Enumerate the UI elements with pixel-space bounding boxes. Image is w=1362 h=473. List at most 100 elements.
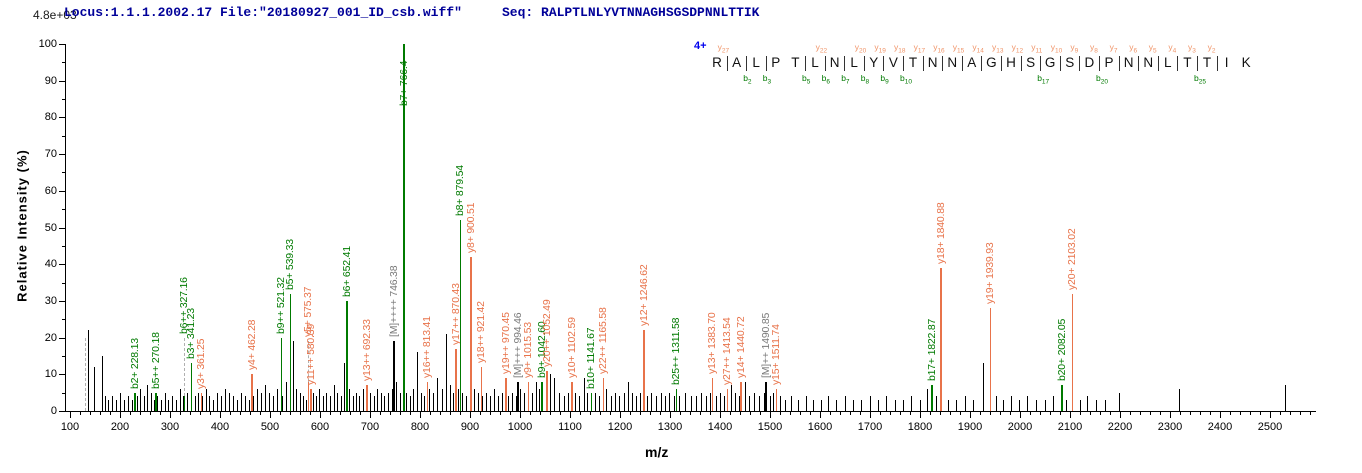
noise-peak xyxy=(253,396,254,411)
y-ion-label: y3 xyxy=(1188,42,1196,55)
noise-peak xyxy=(563,396,565,411)
residue-letter: N xyxy=(829,55,840,70)
y-ion-label: y14 xyxy=(972,42,984,55)
residue-letter: A xyxy=(732,55,742,70)
noise-peak xyxy=(265,385,266,411)
b-ion-label: b2 xyxy=(743,73,752,86)
noise-peak xyxy=(515,396,517,411)
labeled-peak xyxy=(346,300,348,411)
x-tick xyxy=(1220,412,1221,418)
noise-peak xyxy=(337,392,338,411)
noise-peak xyxy=(143,396,145,411)
noise-peak xyxy=(233,396,234,411)
noise-peak xyxy=(112,396,113,411)
y-tick xyxy=(62,135,65,137)
x-tick xyxy=(70,412,71,418)
residue-letter: D xyxy=(1084,55,1095,70)
noise-peak xyxy=(579,396,580,411)
x-tick xyxy=(90,412,91,415)
y-tick xyxy=(59,300,65,302)
noise-peak xyxy=(355,392,357,411)
noise-peak xyxy=(615,392,616,411)
y-tick xyxy=(59,80,65,82)
x-tick xyxy=(1200,412,1201,415)
x-tick xyxy=(120,412,121,418)
noise-peak xyxy=(490,396,491,411)
y-tick xyxy=(62,172,65,174)
x-tick-label: 1000 xyxy=(507,421,533,433)
labeled-peak xyxy=(289,293,292,411)
labeled-peak xyxy=(155,392,157,411)
noise-peak xyxy=(860,399,862,411)
labeled-peak xyxy=(1061,385,1063,411)
dashed-peak-extension xyxy=(183,337,185,397)
x-tick xyxy=(830,412,831,415)
noise-peak xyxy=(93,366,95,411)
x-tick xyxy=(160,412,161,415)
noise-peak xyxy=(995,396,997,411)
residue-letter: T xyxy=(908,55,918,70)
x-tick xyxy=(960,412,961,415)
x-tick xyxy=(990,412,991,415)
noise-peak xyxy=(176,399,177,411)
noise-peak xyxy=(508,396,509,411)
x-tick xyxy=(290,412,291,415)
x-tick xyxy=(100,412,101,415)
x-tick xyxy=(1070,412,1071,418)
noise-peak xyxy=(120,392,121,411)
cleavage-mark xyxy=(824,56,826,71)
x-tick-label: 1900 xyxy=(957,421,983,433)
y-tick xyxy=(59,337,65,339)
labeled-peak xyxy=(280,337,283,411)
precursor-charge-label: 4+ xyxy=(694,40,707,52)
y-ion-label: y19 xyxy=(874,42,886,55)
x-tick-label: 2400 xyxy=(1207,421,1233,433)
x-tick-label: 1200 xyxy=(607,421,633,433)
labeled-peak xyxy=(366,385,368,411)
x-tick xyxy=(810,412,811,415)
x-tick xyxy=(860,412,861,415)
x-tick xyxy=(200,412,201,415)
noise-peak xyxy=(673,396,675,411)
cleavage-mark xyxy=(726,56,728,71)
noise-peak xyxy=(669,392,670,411)
noise-peak xyxy=(1003,399,1004,411)
cleavage-mark xyxy=(922,56,924,71)
noise-peak xyxy=(894,399,896,411)
cleavage-mark xyxy=(1099,56,1100,71)
noise-peak xyxy=(844,396,846,411)
y-tick-label: 10 xyxy=(44,368,57,381)
cleavage-mark xyxy=(942,56,944,71)
peak-label: y19+ 1939.93 xyxy=(984,242,997,305)
x-tick xyxy=(850,412,851,415)
y-ion-label: y17 xyxy=(913,42,926,55)
labeled-peak xyxy=(393,341,395,411)
noise-peak xyxy=(160,399,162,411)
y-ion-label: y8 xyxy=(1090,42,1098,55)
labeled-peak xyxy=(775,388,778,411)
noise-peak xyxy=(205,388,207,411)
noise-peak xyxy=(420,392,422,411)
noise-peak xyxy=(413,388,414,411)
residue-letter: L xyxy=(811,55,819,70)
y-tick-label: 40 xyxy=(44,258,57,271)
residue-letter: L xyxy=(1164,55,1172,70)
residue-letter: T xyxy=(1202,55,1212,70)
residue-letter: A xyxy=(967,55,977,70)
b-ion-label: b9 xyxy=(880,73,889,86)
x-tick xyxy=(640,412,641,415)
noise-peak xyxy=(690,396,692,411)
noise-peak xyxy=(147,385,148,411)
x-tick-label: 2000 xyxy=(1007,421,1033,433)
x-tick xyxy=(1020,412,1021,418)
y-tick xyxy=(62,319,65,321)
labeled-peak xyxy=(310,388,312,411)
cleavage-mark xyxy=(1059,56,1061,71)
noise-peak xyxy=(748,396,750,411)
noise-peak xyxy=(409,396,411,411)
noise-peak xyxy=(128,396,129,411)
peak-label: y15+ 1511.74 xyxy=(770,324,783,385)
noise-peak xyxy=(610,396,612,411)
noise-peak xyxy=(453,392,454,411)
